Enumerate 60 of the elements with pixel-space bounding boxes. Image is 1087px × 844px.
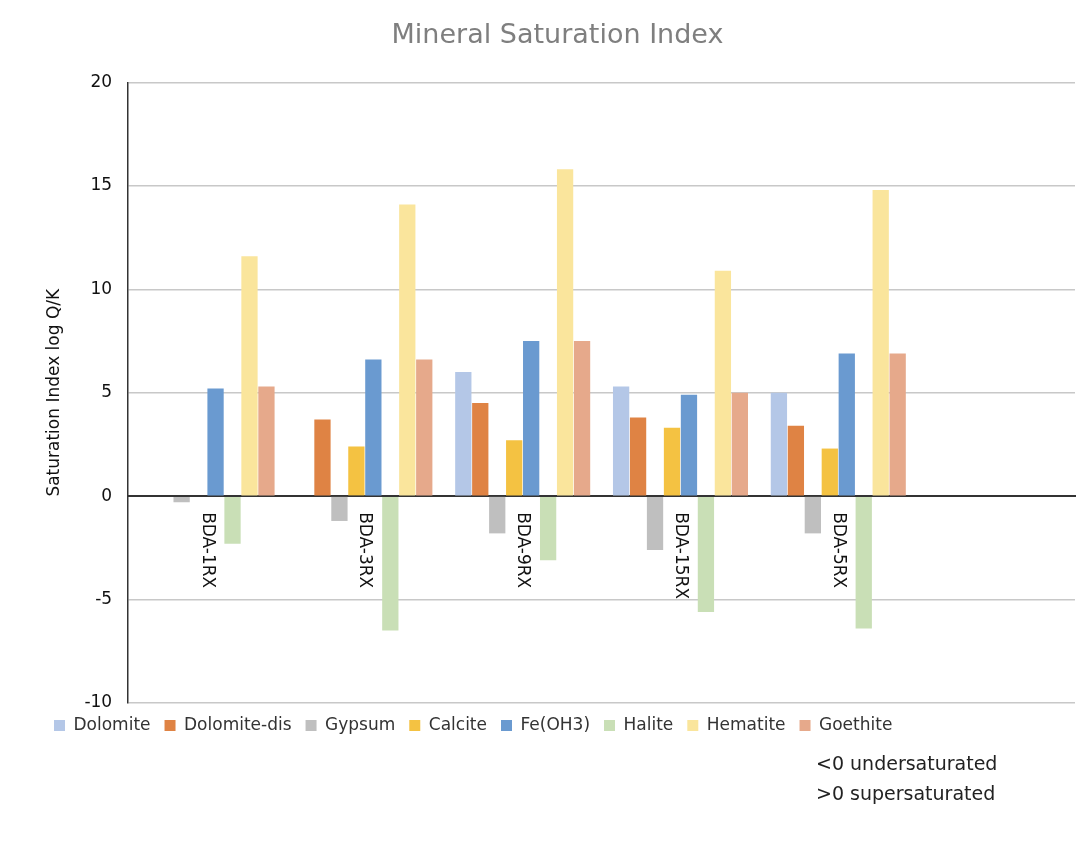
bar: [416, 359, 433, 496]
bar: [787, 425, 805, 496]
bar: [838, 353, 855, 496]
bar: [714, 270, 732, 496]
x-tick-label: BDA-9RX: [514, 512, 535, 589]
x-tick-label: BDA-15RX: [672, 512, 693, 600]
bar: [539, 496, 557, 561]
bar: [241, 256, 258, 496]
y-axis-title: Saturation Index log Q/K: [42, 287, 63, 497]
bar: [556, 169, 574, 496]
bar: [331, 496, 348, 521]
bar: [821, 448, 838, 496]
legend-label: Calcite: [428, 713, 487, 734]
bar: [348, 446, 365, 496]
y-tick-label: 20: [90, 70, 113, 91]
x-tick-label: BDA-3RX: [356, 512, 377, 589]
chart-title: Mineral Saturation Index: [391, 18, 724, 50]
bar: [173, 496, 190, 503]
bar: [399, 204, 416, 496]
bar: [889, 353, 906, 496]
bar: [731, 392, 748, 496]
legend-label: Halite: [623, 713, 674, 734]
bar: [872, 189, 889, 496]
bar: [506, 440, 523, 496]
bar: [224, 496, 241, 544]
y-tick-label: 0: [101, 484, 113, 505]
bar: [523, 340, 540, 496]
legend-label: Hematite: [706, 713, 786, 734]
bar: [207, 388, 224, 496]
bar: [472, 403, 489, 496]
legend-label: Goethite: [819, 713, 893, 734]
bar: [697, 496, 715, 612]
y-tick-label: -5: [95, 587, 113, 608]
bar: [365, 359, 382, 496]
legend-label: Dolomite: [73, 713, 151, 734]
bar: [629, 417, 647, 496]
bar: [489, 496, 506, 534]
y-tick-label: 15: [90, 174, 113, 195]
bar: [855, 496, 872, 629]
legend-label: Fe(OH3): [520, 713, 591, 734]
y-tick-label: 5: [101, 381, 113, 402]
x-tick-label: BDA-1RX: [198, 512, 219, 589]
bar: [382, 496, 399, 631]
x-tick-label: BDA-5RX: [829, 512, 850, 589]
bar: [258, 386, 275, 496]
bar: [663, 427, 681, 496]
bar: [646, 496, 664, 550]
legend-label: Gypsum: [325, 713, 396, 734]
bar: [680, 394, 698, 496]
bar: [455, 372, 472, 496]
text: <0 undersaturated: [816, 751, 998, 776]
bar: [770, 392, 788, 496]
legend-label: Dolomite-dis: [184, 713, 292, 734]
y-tick-label: -10: [84, 691, 113, 712]
bar: [573, 340, 591, 496]
bar: [314, 419, 331, 496]
bar: [612, 386, 630, 496]
bar: [804, 496, 821, 534]
text: >0 supersaturated: [816, 781, 997, 806]
y-tick-label: 10: [90, 277, 113, 298]
